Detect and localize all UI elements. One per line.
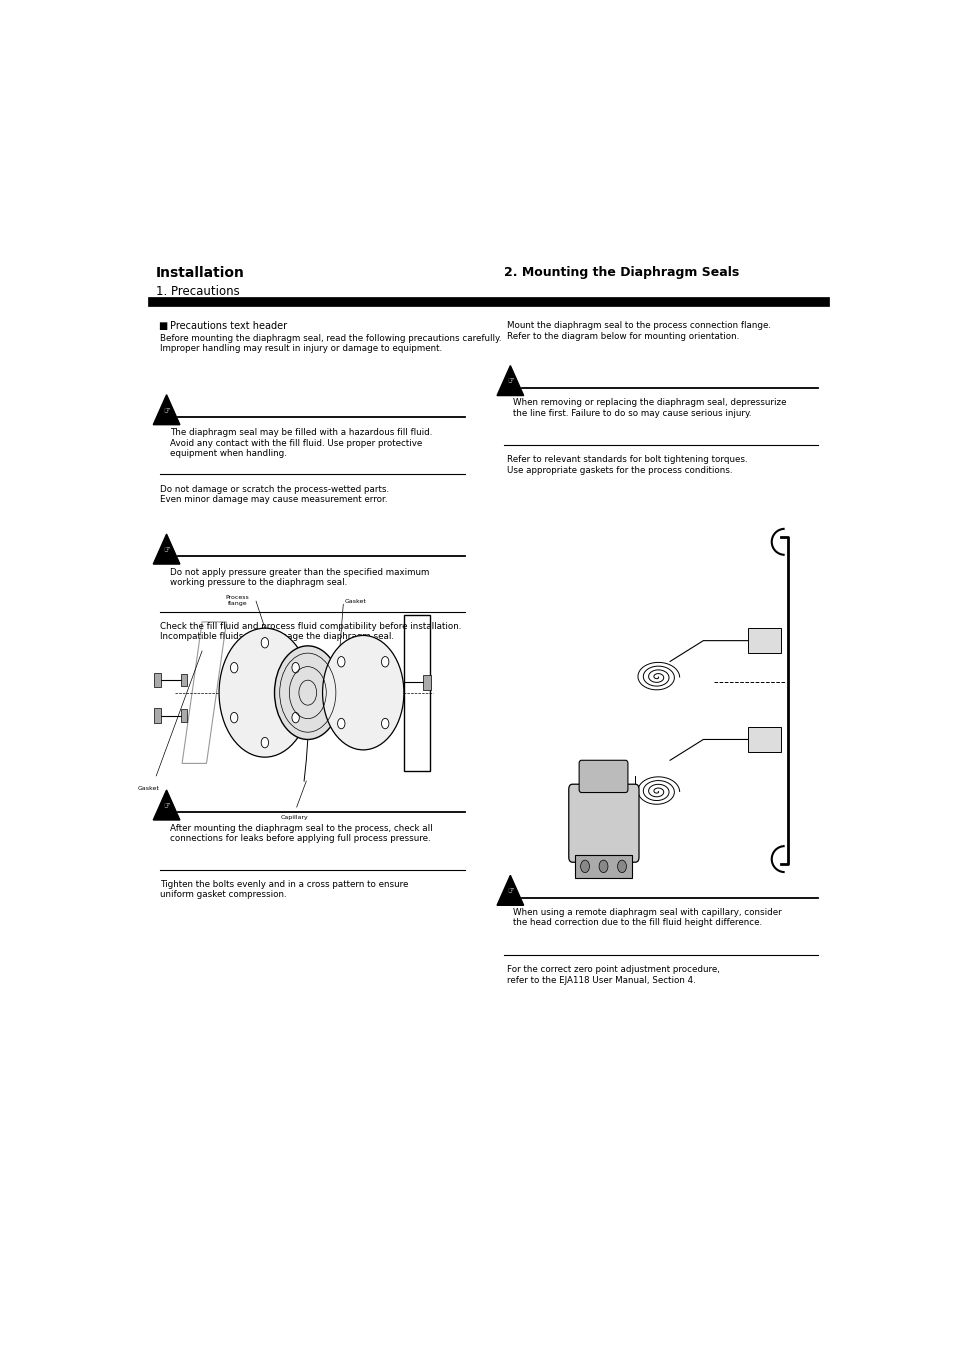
Circle shape: [219, 628, 311, 757]
Polygon shape: [153, 534, 180, 565]
Circle shape: [381, 719, 389, 728]
Text: 1. Precautions: 1. Precautions: [156, 285, 240, 297]
Text: 2. Mounting the Diaphragm Seals: 2. Mounting the Diaphragm Seals: [503, 266, 739, 280]
FancyBboxPatch shape: [180, 709, 187, 721]
FancyBboxPatch shape: [568, 784, 639, 862]
Circle shape: [231, 662, 237, 673]
Text: Check the fill fluid and process fluid compatibility before installation.
Incomp: Check the fill fluid and process fluid c…: [160, 621, 461, 642]
Text: When using a remote diaphragm seal with capillary, consider
the head correction : When using a remote diaphragm seal with …: [513, 908, 781, 927]
Text: ☞: ☞: [506, 377, 514, 386]
Circle shape: [337, 719, 345, 728]
Text: Capillary: Capillary: [280, 816, 308, 820]
Polygon shape: [497, 366, 523, 396]
Text: Tighten the bolts evenly and in a cross pattern to ensure
uniform gasket compres: Tighten the bolts evenly and in a cross …: [160, 880, 408, 900]
FancyBboxPatch shape: [575, 855, 631, 878]
Text: The diaphragm seal may be filled with a hazardous fill fluid.
Avoid any contact : The diaphragm seal may be filled with a …: [170, 428, 432, 458]
FancyBboxPatch shape: [423, 676, 430, 689]
Text: Before mounting the diaphragm seal, read the following precautions carefully.
Im: Before mounting the diaphragm seal, read…: [160, 334, 501, 353]
Text: Do not apply pressure greater than the specified maximum
working pressure to the: Do not apply pressure greater than the s…: [170, 567, 429, 588]
Text: For the correct zero point adjustment procedure,
refer to the EJA118 User Manual: For the correct zero point adjustment pr…: [507, 965, 720, 985]
Text: Refer to relevant standards for bolt tightening torques.
Use appropriate gaskets: Refer to relevant standards for bolt tig…: [507, 455, 747, 474]
FancyBboxPatch shape: [747, 628, 781, 653]
Text: ☞: ☞: [506, 886, 514, 896]
Circle shape: [231, 712, 237, 723]
Polygon shape: [497, 875, 523, 905]
Text: When removing or replacing the diaphragm seal, depressurize
the line first. Fail: When removing or replacing the diaphragm…: [513, 399, 786, 417]
Text: After mounting the diaphragm seal to the process, check all
connections for leak: After mounting the diaphragm seal to the…: [170, 824, 432, 843]
FancyBboxPatch shape: [153, 708, 161, 723]
Text: ☞: ☞: [163, 407, 170, 415]
Text: Process
flange: Process flange: [226, 594, 249, 605]
FancyBboxPatch shape: [153, 673, 161, 688]
Text: ☞: ☞: [163, 546, 170, 554]
Circle shape: [337, 657, 345, 667]
Text: Installation: Installation: [156, 266, 245, 280]
Circle shape: [381, 657, 389, 667]
Circle shape: [580, 861, 589, 873]
Polygon shape: [153, 790, 180, 820]
FancyBboxPatch shape: [747, 727, 781, 753]
Text: Mount the diaphragm seal to the process connection flange.
Refer to the diagram : Mount the diaphragm seal to the process …: [507, 322, 771, 340]
Text: Precautions text header: Precautions text header: [170, 322, 286, 331]
Polygon shape: [153, 394, 180, 424]
Circle shape: [617, 861, 626, 873]
Text: Gasket: Gasket: [138, 786, 159, 792]
Circle shape: [261, 738, 269, 748]
Circle shape: [598, 861, 607, 873]
Text: ☞: ☞: [163, 801, 170, 811]
Circle shape: [274, 646, 341, 739]
Circle shape: [292, 712, 299, 723]
Circle shape: [261, 638, 269, 648]
FancyBboxPatch shape: [180, 674, 187, 686]
Text: ■: ■: [157, 322, 167, 331]
FancyBboxPatch shape: [578, 761, 627, 793]
Circle shape: [322, 635, 403, 750]
Text: Do not damage or scratch the process-wetted parts.
Even minor damage may cause m: Do not damage or scratch the process-wet…: [160, 485, 389, 504]
Circle shape: [292, 662, 299, 673]
Text: Gasket: Gasket: [344, 598, 366, 604]
